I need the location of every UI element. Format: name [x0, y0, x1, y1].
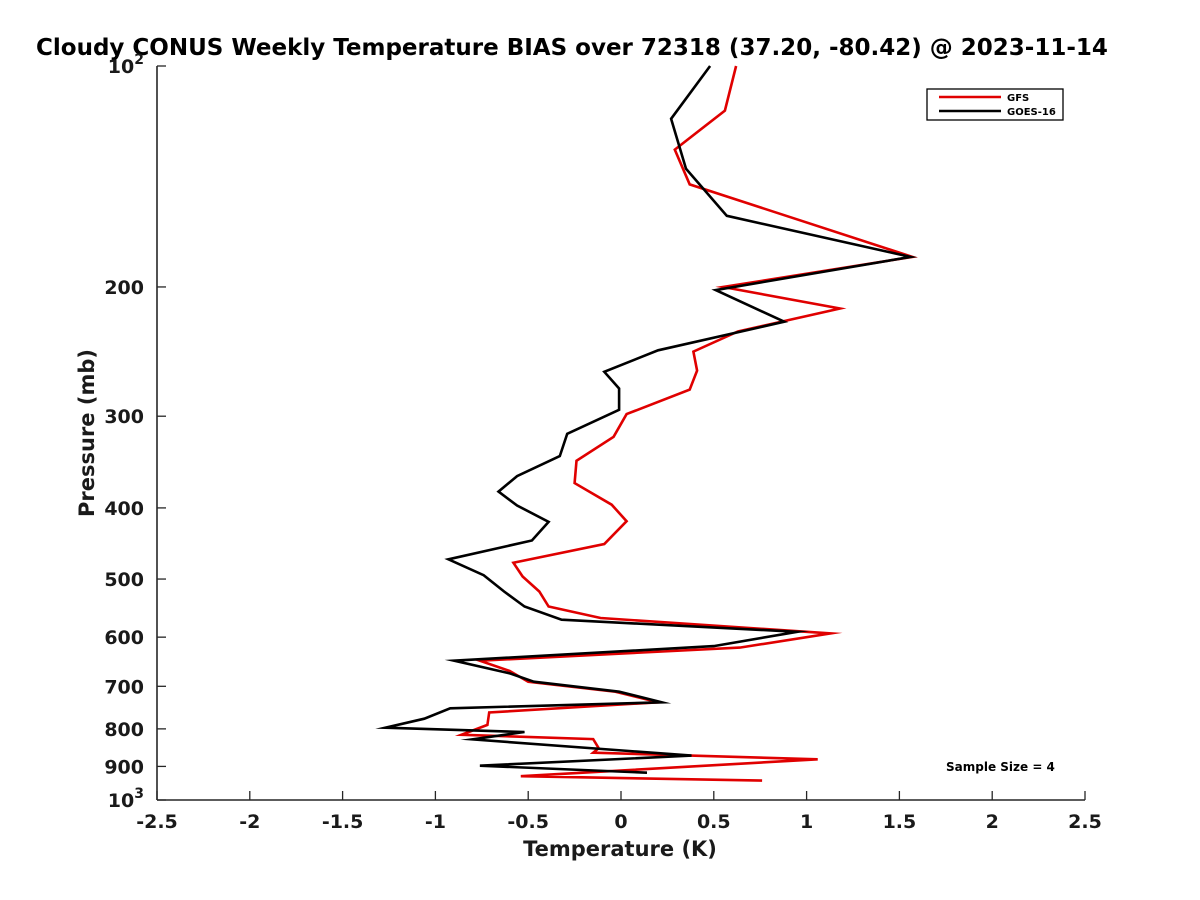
legend-label-goes16: GOES-16 [1007, 107, 1056, 118]
x-tick-label-0: 0 [614, 811, 627, 833]
sample-size-annotation: Sample Size = 4 [946, 760, 1055, 774]
chart-title: Cloudy CONUS Weekly Temperature BIAS ove… [36, 35, 1108, 61]
legend-box [926, 88, 1064, 121]
x-tick-label-1-5: 1.5 [883, 811, 917, 833]
x-tick-label-1: 1 [800, 811, 813, 833]
axes: -2.5 -2 -1.5 -1 -0.5 0 0.5 1 1.5 2 2.5 200 300 400 500… [104, 52, 1102, 833]
y-tick-label-600: 600 [104, 627, 144, 649]
x-tick-label-2-5: -2.5 [136, 811, 178, 833]
y-tick-label-300: 300 [104, 406, 144, 428]
x-tick-label-1-5: -1.5 [322, 811, 364, 833]
x-tick-label-1: -1 [425, 811, 446, 833]
y-tick-label-200: 200 [104, 277, 144, 299]
x-tick-label-0-5: -0.5 [507, 811, 549, 833]
x-tick-label-2: -2 [239, 811, 260, 833]
legend: GFS GOES-16 [926, 88, 1064, 121]
legend-label-gfs: GFS [1007, 93, 1029, 104]
y-tick-label-top: 102 [108, 52, 144, 78]
x-tick-label-0-5: 0.5 [697, 811, 731, 833]
y-tick-label-800: 800 [104, 719, 144, 741]
y-tick-label-900: 900 [104, 756, 144, 778]
x-axis-label: Temperature (K) [523, 837, 717, 861]
y-tick-label-700: 700 [104, 676, 144, 698]
y-tick-label-bottom: 103 [108, 786, 144, 812]
series-layer [375, 65, 918, 782]
x-tick-label-2: 2 [986, 811, 999, 833]
x-tick-label-2-5: 2.5 [1068, 811, 1102, 833]
y-tick-label-400: 400 [104, 498, 144, 520]
y-tick-label-500: 500 [104, 569, 144, 591]
y-axis-label: Pressure (mb) [75, 349, 99, 517]
series-line-goes-16 [375, 65, 918, 774]
